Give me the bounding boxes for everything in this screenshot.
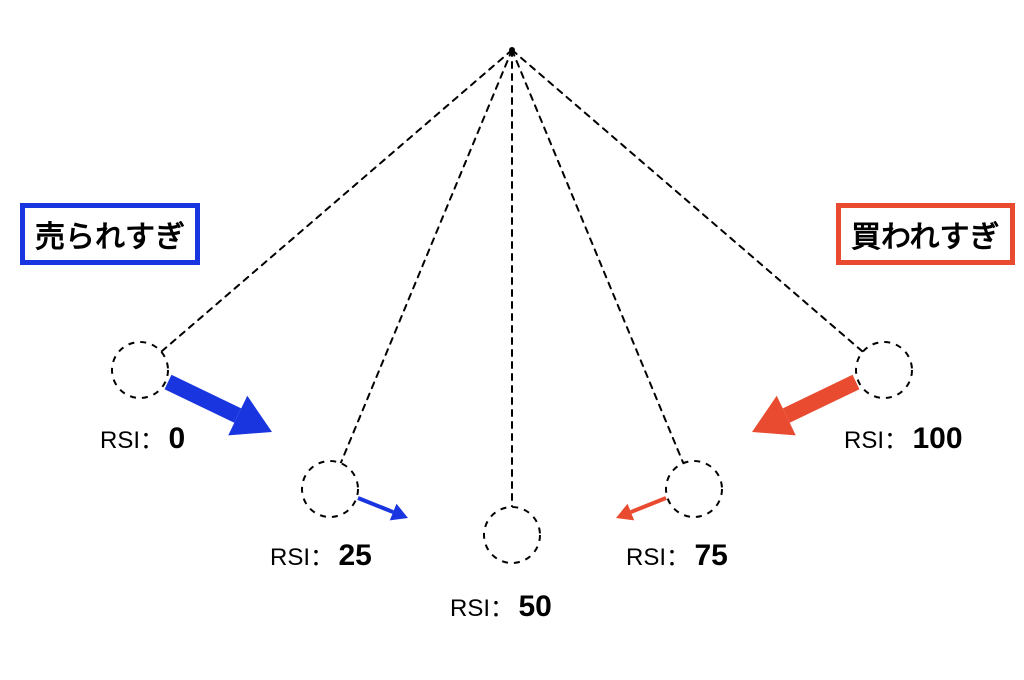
rsi-label-50: RSI： 50 [450, 588, 552, 624]
rsi-value: 75 [694, 539, 727, 572]
pendulum-diagram: 売られすぎ 買われすぎ RSI： 0 RSI： 25 RSI： 50 RSI： … [0, 0, 1024, 680]
rsi-prefix: RSI： [270, 544, 334, 571]
rsi-value: 0 [168, 422, 185, 455]
rsi-label-100: RSI： 100 [844, 420, 963, 456]
rsi-prefix: RSI： [844, 427, 908, 454]
diagram-svg [0, 0, 1024, 680]
rsi-label-0: RSI： 0 [100, 420, 185, 456]
rsi-prefix: RSI： [626, 544, 690, 571]
rsi-value: 25 [338, 539, 371, 572]
oversold-tag: 売られすぎ [20, 203, 200, 265]
rsi-prefix: RSI： [450, 595, 514, 622]
rsi-label-25: RSI： 25 [270, 537, 372, 573]
rsi-value: 50 [518, 590, 551, 623]
rsi-prefix: RSI： [100, 427, 164, 454]
rsi-value: 100 [912, 422, 962, 455]
rsi-label-75: RSI： 75 [626, 537, 728, 573]
overbought-tag: 買われすぎ [836, 203, 1015, 265]
